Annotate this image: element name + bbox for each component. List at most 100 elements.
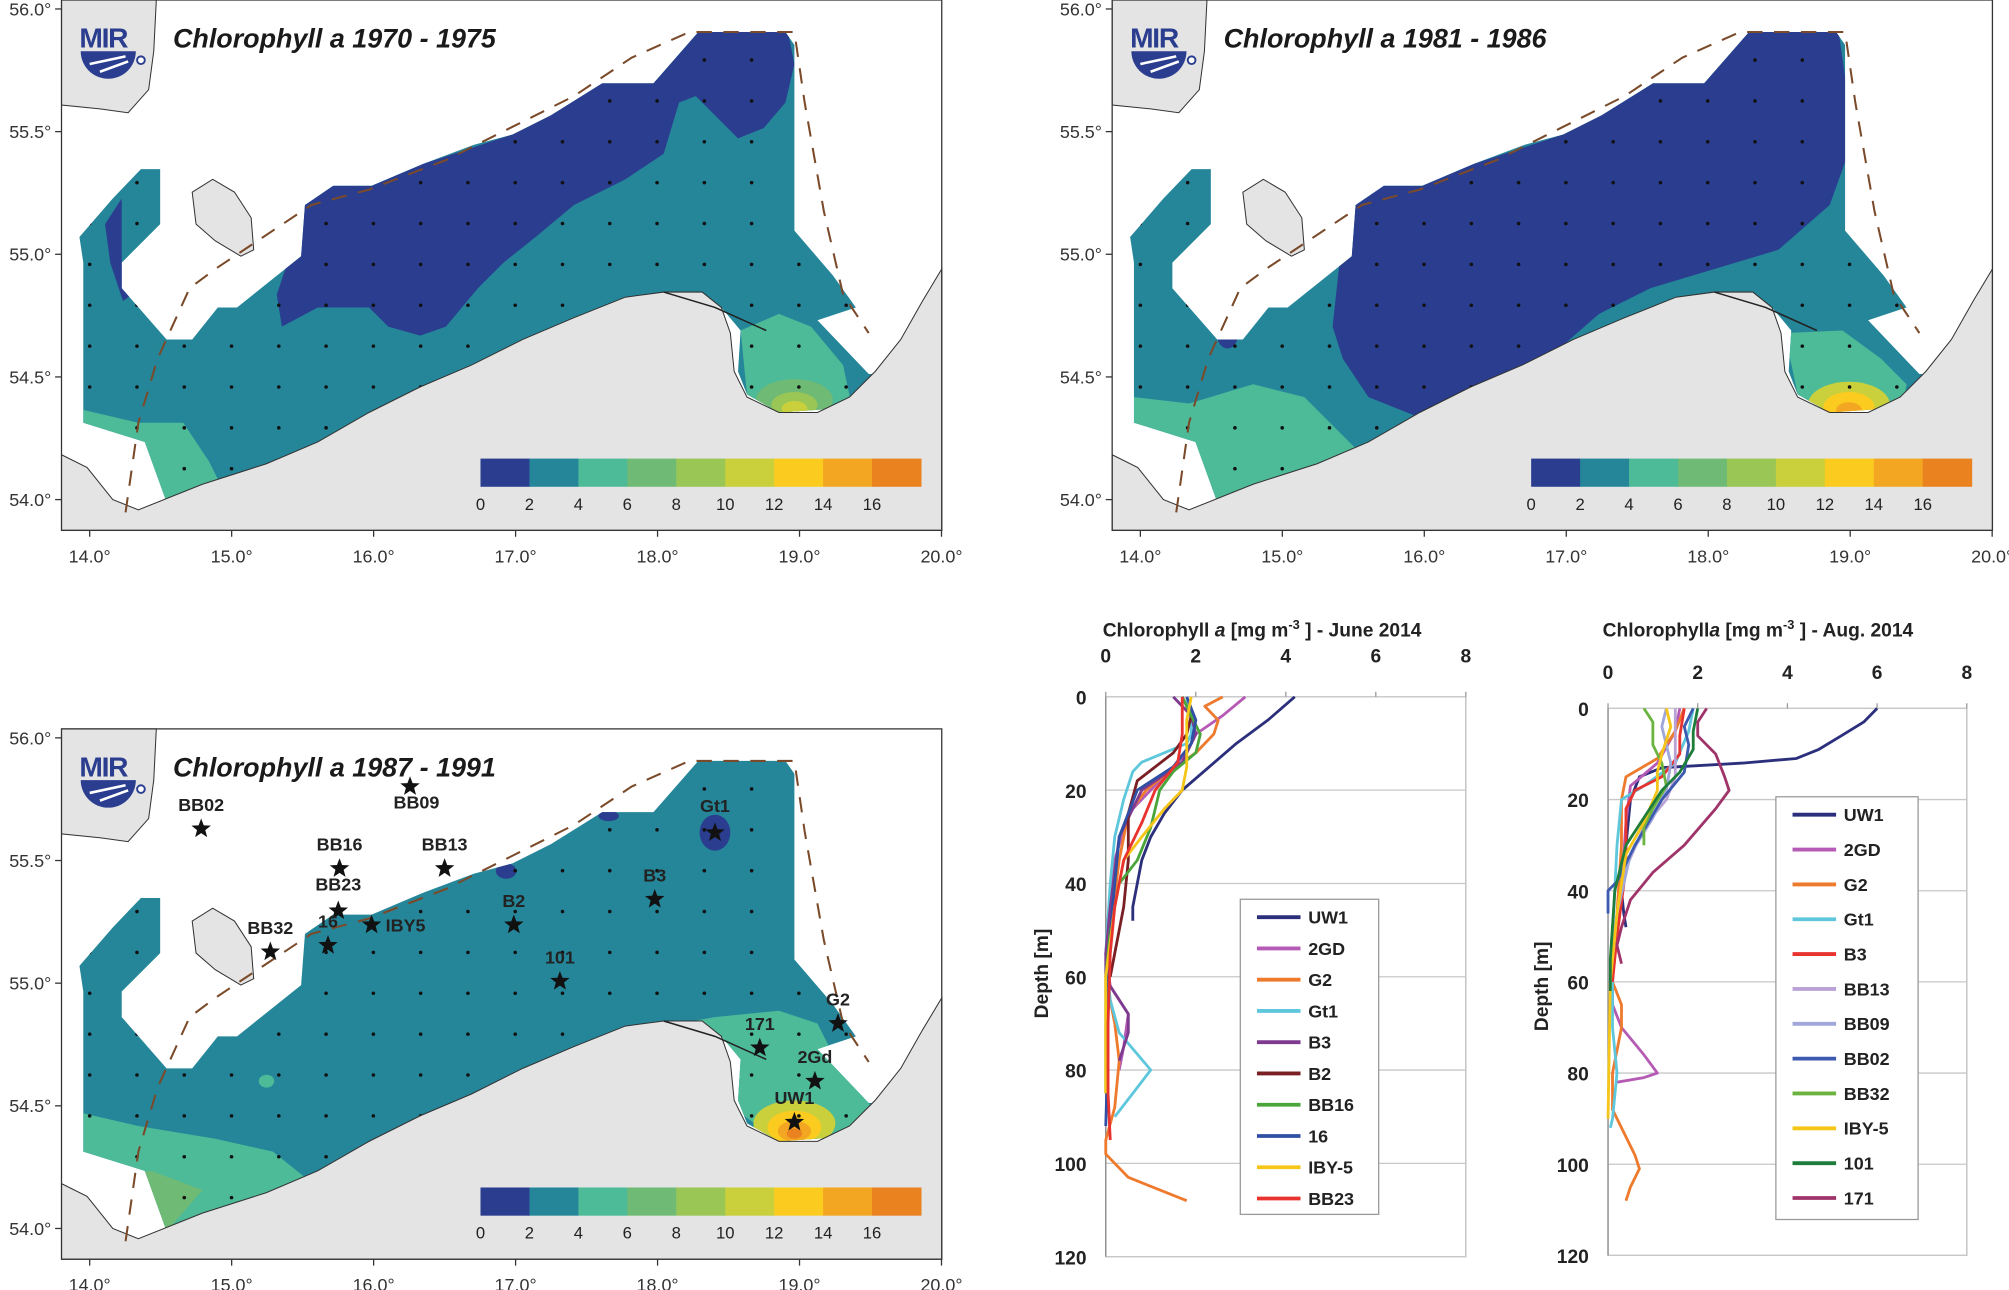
sampling-point [749,991,754,996]
sampling-point [229,466,234,471]
sampling-point [1564,303,1568,308]
sampling-point [560,950,565,955]
station-marker[interactable]: BB16 [317,835,363,877]
sampling-point [560,140,565,144]
lat-tick-label: 55.5° [9,851,51,871]
legend-label: G2 [1308,970,1332,990]
lon-tick-label: 19.0° [778,1275,820,1290]
sampling-point [513,1032,518,1036]
land-bornholm [1242,178,1305,257]
colorbar-label: 0 [476,1224,485,1243]
map-title: Chlorophyll a 1987 - 1991 [173,752,496,782]
sampling-point [1374,344,1379,348]
lat-tick-label: 56.0° [9,728,51,748]
star-icon [361,914,382,934]
colorbar-swatch [1531,458,1581,487]
sampling-point [560,221,565,226]
star-icon [318,935,338,954]
sampling-point [1280,344,1284,348]
concentration-contour [258,1074,275,1088]
sampling-point [466,180,470,185]
station-label: BB09 [394,792,440,812]
colorbar-swatch [480,458,530,487]
station-marker[interactable]: BB13 [422,835,468,877]
colorbar-swatch [823,458,873,487]
star-icon [504,914,524,934]
colorbar-swatch [1629,458,1679,487]
sampling-point [797,344,801,348]
sampling-point [418,180,423,185]
sampling-point [749,303,754,308]
sampling-point [560,303,565,308]
station-marker[interactable]: BB23 [315,874,361,920]
colorbar-swatch [872,458,922,487]
star-icon [329,858,350,877]
station-label: 2Gd [797,1047,832,1067]
lon-tick-label: 18.0° [637,546,679,566]
series-line-BB23 [1106,696,1184,1141]
lon-tick-label: 18.0° [637,1275,679,1290]
sampling-point [277,1114,281,1118]
sampling-point [1422,262,1426,267]
lon-tick-label: 16.0° [353,1275,395,1290]
station-marker[interactable]: Gt1 [700,796,730,841]
station-marker[interactable]: BB32 [247,918,293,961]
station-marker[interactable]: IBY5 [361,914,426,936]
mir-logo: MIR [79,21,146,79]
colorbar-label: 8 [672,1224,681,1243]
lat-tick-label: 54.0° [1060,490,1102,510]
station-marker[interactable]: 16 [318,911,338,954]
sampling-point [702,180,707,185]
star-icon [784,1111,805,1131]
eez-boundary [124,759,870,1242]
sampling-point [1185,221,1190,226]
sampling-point [702,991,707,996]
sampling-point [1800,262,1805,267]
sampling-point [513,140,518,144]
sampling-point [324,1073,328,1077]
sampling-point [371,385,376,389]
station-marker[interactable]: BB09 [394,776,440,812]
sampling-point [466,991,470,996]
station-marker[interactable]: 171 [745,1014,775,1057]
station-marker[interactable]: B3 [643,865,666,908]
legend-label: B3 [1308,1033,1331,1053]
sampling-point [844,1032,848,1036]
sampling-point [371,1073,376,1077]
sampling-point [1516,344,1521,348]
lon-tick-label: 14.0° [1119,546,1161,566]
hel-peninsula [1714,291,1818,332]
sampling-point [560,1032,565,1036]
sampling-point [1658,99,1663,103]
station-marker[interactable]: G2 [826,990,850,1032]
station-marker[interactable]: 2Gd [797,1047,832,1090]
sampling-point [702,58,707,62]
sampling-point [702,140,707,144]
sampling-point [324,1154,328,1159]
sampling-point [1280,385,1284,389]
legend-label: BB16 [1308,1095,1354,1115]
sampling-point [655,262,659,267]
sampling-point [277,426,281,430]
sampling-point [607,828,612,832]
sampling-point [1469,262,1474,267]
sampling-point [1374,221,1379,226]
lat-tick-label: 54.5° [9,367,51,387]
sampling-point [1374,426,1379,430]
lon-tick-label: 14.0° [69,546,111,566]
dark-zone [276,32,795,336]
station-marker[interactable]: 101 [545,947,575,990]
station-label: BB16 [317,835,363,855]
legend-label: IBY-5 [1308,1158,1353,1178]
station-marker[interactable]: BB02 [178,795,224,838]
colorbar-label: 14 [814,495,833,514]
sampling-point [655,950,659,955]
sampling-point [560,991,565,996]
sampling-point [1469,180,1474,185]
sampling-point [277,344,281,348]
station-marker[interactable]: UW1 [774,1088,814,1131]
sampling-point [1280,466,1284,471]
station-marker[interactable]: B2 [502,891,525,934]
sampling-point [135,950,139,955]
star-icon [191,818,211,838]
